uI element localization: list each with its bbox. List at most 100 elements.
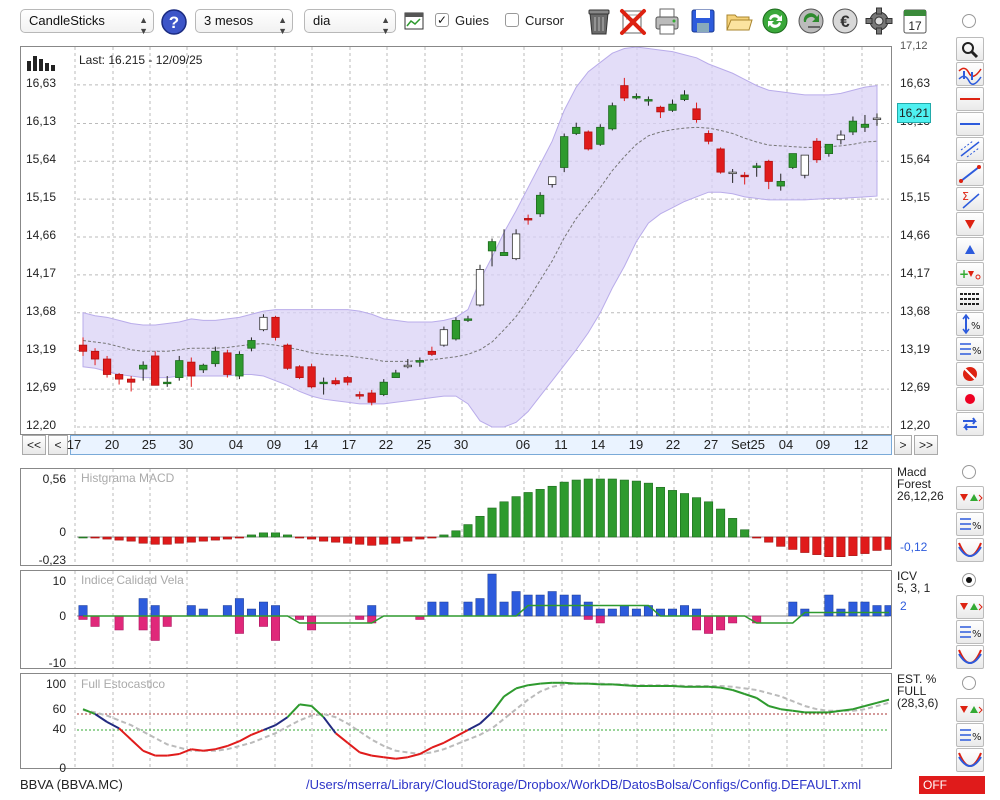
macd-bar (607, 478, 617, 538)
percent-lines-button[interactable]: % (956, 337, 984, 361)
main-y-tick: 14,66 (25, 228, 56, 242)
refresh-icon[interactable] (760, 5, 790, 37)
macd-bar (451, 530, 461, 538)
icv-chart[interactable] (21, 571, 891, 668)
print-icon[interactable] (652, 5, 682, 37)
icv-bar-negative (295, 615, 305, 620)
stoch-arrows-button[interactable] (956, 698, 984, 722)
icv-bar-positive (860, 601, 870, 617)
stoch-percent-button[interactable]: % (956, 723, 984, 747)
icv-curve-button[interactable] (956, 645, 984, 669)
nav-first-button[interactable]: << (22, 435, 46, 455)
add-remove-button[interactable]: + (956, 262, 984, 286)
macd-curve-button[interactable] (956, 538, 984, 562)
macd-bar (234, 536, 244, 539)
candle-body (548, 176, 557, 185)
x-axis-scrollbar[interactable] (70, 435, 892, 455)
nav-prev-button[interactable]: < (48, 435, 68, 455)
svg-text:?: ? (169, 13, 179, 32)
price-chart[interactable] (21, 47, 891, 434)
stoch-panel[interactable]: Full Estocastico (20, 673, 892, 769)
icv-percent-button[interactable]: % (956, 620, 984, 644)
stoch-d-line (82, 682, 890, 756)
candle-body (511, 233, 521, 260)
horizontal-line-red-button[interactable] (956, 87, 984, 111)
trendline-button[interactable] (956, 162, 984, 186)
icv-bar-positive (595, 608, 605, 617)
stop-button[interactable] (956, 362, 984, 386)
main-right-y-tick: 16,63 (900, 75, 931, 90)
percent-range-button[interactable]: % (956, 312, 984, 336)
horizontal-line-blue-button[interactable] (956, 112, 984, 136)
bollinger-button[interactable] (956, 62, 984, 86)
panel-radio-stoch[interactable] (962, 676, 976, 690)
panel-radio-icv[interactable] (962, 573, 976, 587)
macd-chart[interactable] (21, 469, 891, 565)
grid-lines-button[interactable] (956, 287, 984, 311)
macd-y-tick: 0 (59, 525, 66, 539)
down-arrow-button[interactable] (956, 212, 984, 236)
chart-type-select[interactable]: CandleSticks ▲ ▼ (20, 9, 154, 36)
main-y-tick: 12,20 (25, 418, 56, 432)
nav-next-button[interactable]: > (894, 435, 912, 455)
macd-arrows-button[interactable] (956, 486, 984, 510)
refresh-right-icon[interactable] (796, 5, 826, 37)
main-y-tick: 15,64 (25, 152, 56, 167)
delete-icon[interactable] (618, 5, 648, 37)
interval-select[interactable]: dia ▲ ▼ (304, 9, 396, 36)
stoch-k-segment (708, 685, 721, 689)
stoch-k-segment (756, 697, 770, 707)
macd-bar (270, 532, 281, 538)
open-folder-icon[interactable] (724, 5, 754, 37)
settings-icon[interactable] (864, 5, 894, 37)
bar-chart-icon[interactable] (26, 53, 58, 71)
stoch-k-segment (840, 708, 854, 712)
stoch-k-segment (503, 687, 517, 698)
icv-panel[interactable]: Indice Calidad Vela (20, 570, 892, 669)
up-arrow-button[interactable] (956, 237, 984, 261)
record-button[interactable] (956, 387, 984, 411)
stoch-curve-button[interactable] (956, 748, 984, 772)
price-chart-panel[interactable]: Last: 16.215 - 12/09/25 (20, 46, 892, 435)
macd-title: Histgrama MACD (81, 471, 175, 485)
x-axis-label: 20 (104, 437, 120, 452)
candle-body (319, 381, 328, 385)
nav-last-button[interactable]: >> (914, 435, 938, 455)
config-path-link[interactable]: /Users/mserra/Library/CloudStorage/Dropb… (306, 777, 862, 792)
candle-body (355, 394, 364, 397)
panel-radio-main[interactable] (962, 14, 976, 28)
swap-button[interactable] (956, 412, 984, 436)
svg-text:%: % (971, 321, 981, 332)
channel-tool-button[interactable] (956, 137, 984, 161)
macd-panel[interactable]: Histgrama MACD (20, 468, 892, 566)
stoch-k-segment (286, 703, 301, 718)
zoom-button[interactable] (956, 37, 984, 61)
euro-icon[interactable]: € (830, 5, 860, 37)
icv-bar-positive (367, 605, 377, 617)
swap-arrows-icon (963, 417, 977, 431)
stoch-k-segment (322, 716, 337, 734)
icv-y-tick: -10 (48, 656, 66, 670)
macd-bar (716, 508, 726, 538)
macd-percent-button[interactable]: % (956, 512, 984, 536)
period-select[interactable]: 3 mesos ▲ ▼ (195, 9, 293, 36)
macd-bar (776, 536, 786, 547)
panel-radio-macd[interactable] (962, 465, 976, 479)
trash-icon[interactable] (584, 5, 614, 37)
cursor-checkbox[interactable] (505, 13, 519, 27)
chart-window-icon[interactable] (404, 12, 424, 30)
help-icon[interactable]: ? (160, 8, 188, 36)
stoch-chart[interactable] (21, 674, 891, 768)
icv-bar-negative (150, 615, 160, 641)
sum-tool-button[interactable]: Σ (956, 187, 984, 211)
guides-checkbox[interactable]: ✓ (435, 13, 449, 27)
icv-bar-negative (355, 615, 365, 620)
save-icon[interactable] (688, 5, 718, 37)
icv-arrows-button[interactable] (956, 595, 984, 619)
calendar-icon[interactable]: 17 (900, 5, 930, 37)
candle-body (139, 364, 148, 370)
icv-bar-positive (619, 605, 629, 617)
svg-text:Σ: Σ (962, 190, 969, 203)
off-indicator[interactable]: OFF (919, 776, 985, 794)
candle-body (824, 143, 833, 154)
